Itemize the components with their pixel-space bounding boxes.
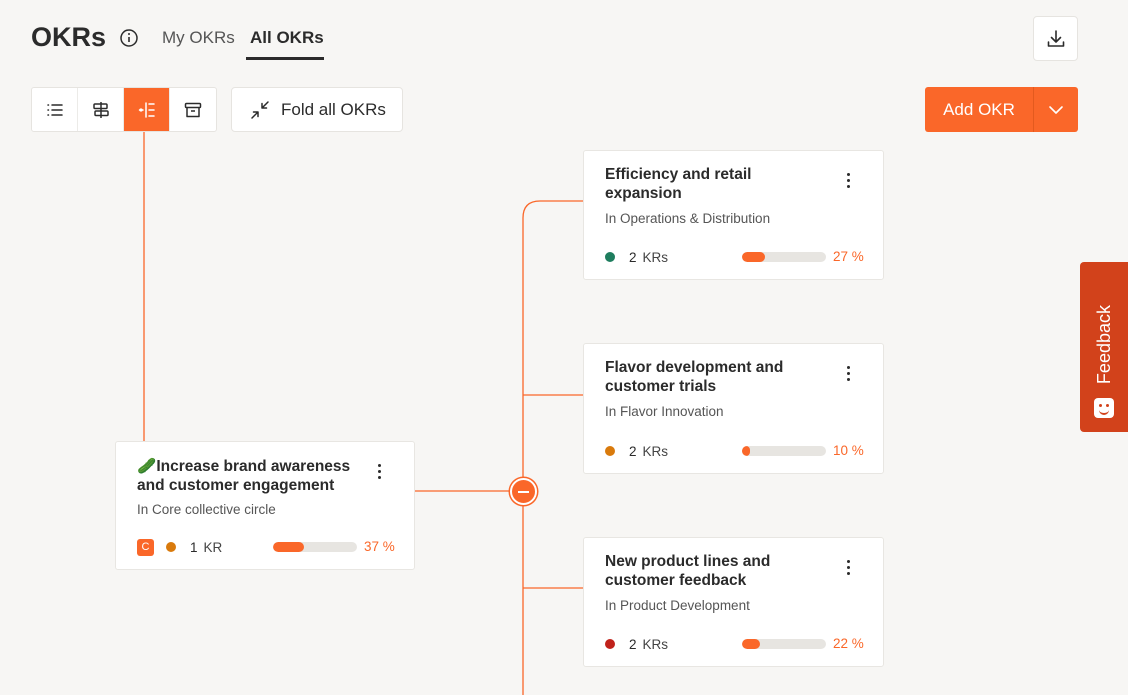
progress-fill — [742, 446, 751, 456]
kr-count: 1 — [190, 539, 198, 555]
progress-bar — [742, 446, 826, 456]
tree-view-button[interactable] — [124, 88, 170, 131]
list-view-button[interactable] — [32, 88, 78, 131]
archive-view-button[interactable] — [170, 88, 216, 131]
add-okr-dropdown-button[interactable] — [1033, 87, 1078, 132]
okr-card-menu-button[interactable] — [370, 461, 388, 481]
okr-card-subtitle: In Flavor Innovation — [605, 404, 724, 419]
progress-bar — [742, 252, 826, 262]
okr-card-subtitle: In Core collective circle — [137, 502, 276, 517]
feedback-tab[interactable]: Feedback — [1080, 262, 1128, 432]
kr-count: 2 — [629, 443, 637, 459]
cucumber-emoji: 🥒 — [137, 458, 157, 475]
minus-icon — [518, 490, 529, 493]
info-circle-icon[interactable] — [119, 28, 139, 48]
status-dot — [166, 542, 176, 552]
download-button[interactable] — [1033, 16, 1078, 61]
view-mode-group — [31, 87, 217, 132]
okr-card-child[interactable]: New product lines and customer feedback … — [583, 537, 884, 667]
kr-label: KRs — [642, 249, 669, 265]
kr-label: KRs — [642, 636, 669, 652]
kr-count: 2 — [629, 636, 637, 652]
okr-card-root[interactable]: 🥒Increase brand awareness and customer e… — [115, 441, 415, 570]
kr-label: KR — [203, 539, 223, 555]
okr-card-meta: 2 KRs — [605, 249, 668, 265]
progress-percent: 37 % — [364, 539, 395, 554]
circle-badge: C — [137, 538, 154, 556]
okr-card-meta: 2 KRs — [605, 636, 668, 652]
status-dot — [605, 639, 615, 649]
okr-card-title: Flavor development and customer trials — [605, 359, 784, 395]
okr-card-title: Efficiency and retail expansion — [605, 166, 752, 202]
progress-bar — [742, 639, 826, 649]
okr-card-title: New product lines and customer feedback — [605, 553, 771, 589]
alignment-view-button[interactable] — [78, 88, 124, 131]
tree-icon — [138, 101, 155, 118]
progress-fill — [273, 542, 305, 552]
okr-card-meta: 2 KRs — [605, 443, 668, 459]
okr-card-child[interactable]: Flavor development and customer trials I… — [583, 343, 884, 474]
list-icon — [46, 103, 63, 116]
okr-card-subtitle: In Product Development — [605, 598, 750, 613]
status-dot — [605, 446, 615, 456]
progress-bar — [273, 542, 357, 552]
fold-all-label: Fold all OKRs — [281, 99, 386, 119]
okr-card-title: 🥒Increase brand awareness and customer e… — [137, 458, 351, 494]
okr-card-meta: C 1 KR — [137, 538, 223, 556]
add-okr-button[interactable]: Add OKR — [925, 87, 1033, 132]
progress-fill — [742, 639, 761, 649]
download-icon — [1047, 29, 1064, 47]
progress-percent: 10 % — [833, 443, 864, 458]
kr-label: KRs — [642, 443, 669, 459]
smile-chat-icon — [1094, 398, 1114, 418]
archive-icon — [184, 102, 202, 117]
okr-card-subtitle: In Operations & Distribution — [605, 211, 771, 226]
active-tab-indicator — [246, 57, 324, 60]
progress-fill — [742, 252, 765, 262]
signpost-icon — [92, 101, 109, 118]
status-dot — [605, 252, 615, 262]
tab-my-okrs[interactable]: My OKRs — [162, 28, 235, 47]
collapse-arrows-icon — [251, 100, 269, 119]
progress-percent: 22 % — [833, 636, 864, 651]
progress-percent: 27 % — [833, 249, 864, 264]
okr-card-menu-button[interactable] — [839, 170, 857, 190]
page-title: OKRs — [31, 22, 107, 52]
okr-card-menu-button[interactable] — [839, 557, 857, 577]
okr-card-child[interactable]: Efficiency and retail expansion In Opera… — [583, 150, 884, 280]
chevron-down-icon — [1049, 105, 1063, 114]
kr-count: 2 — [629, 249, 637, 265]
fold-all-button[interactable]: Fold all OKRs — [231, 87, 403, 132]
okr-card-menu-button[interactable] — [839, 363, 857, 383]
feedback-label: Feedback — [1093, 304, 1114, 384]
collapse-children-button[interactable] — [510, 478, 537, 505]
tab-all-okrs[interactable]: All OKRs — [250, 28, 324, 47]
